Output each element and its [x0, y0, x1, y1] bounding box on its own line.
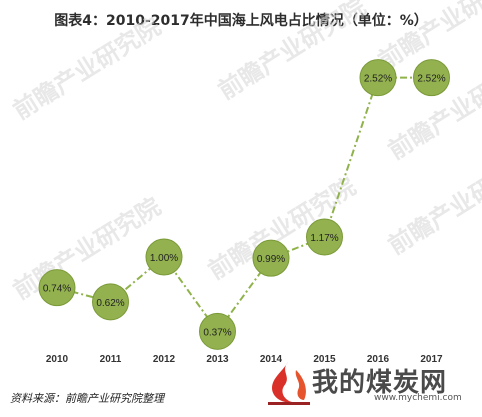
x-tick-label-2013: 2013: [206, 354, 229, 365]
brand-url: www.mychemi.com: [374, 393, 462, 403]
data-point-2017: [413, 59, 450, 97]
data-label-2015: 1.17%: [310, 233, 338, 244]
x-tick-label-2014: 2014: [260, 354, 283, 365]
data-label-2013: 0.37%: [203, 327, 231, 338]
brand-name: 我的煤炭网: [312, 368, 448, 398]
data-point-2011: [92, 283, 129, 321]
data-label-2014: 0.99%: [257, 254, 285, 265]
chart-title: 图表4：2010-2017年中国海上风电占比情况（单位：%）: [54, 13, 428, 29]
x-tick-label-2012: 2012: [153, 354, 176, 365]
data-point-2010: [38, 269, 76, 307]
watermark-text: 前瞻产业研究院: [213, 0, 370, 105]
x-tick-label-2010: 2010: [46, 354, 69, 365]
watermark-text: 前瞻产业研究院: [8, 12, 165, 125]
watermark-text: 前瞻产业研究院: [8, 192, 165, 305]
data-label-2010: 0.74%: [43, 284, 71, 295]
x-tick-label-2011: 2011: [100, 354, 122, 365]
data-label-2017: 2.52%: [417, 74, 445, 85]
flame-logo-icon: [268, 362, 310, 405]
x-tick-label-2015: 2015: [313, 354, 336, 365]
data-point-2013: [199, 312, 236, 350]
x-tick-label-2017: 2017: [420, 354, 443, 365]
data-label-2011: 0.62%: [96, 298, 124, 309]
data-point-2014: [252, 239, 290, 277]
x-tick-label-2016: 2016: [367, 354, 390, 365]
data-point-2012: [145, 238, 183, 276]
data-point-2016: [359, 59, 397, 97]
data-label-2012: 1.00%: [150, 253, 178, 264]
data-label-2016: 2.52%: [364, 74, 392, 85]
source-note: 资料来源：前瞻产业研究院整理: [10, 392, 164, 405]
data-point-2015: [306, 218, 343, 256]
